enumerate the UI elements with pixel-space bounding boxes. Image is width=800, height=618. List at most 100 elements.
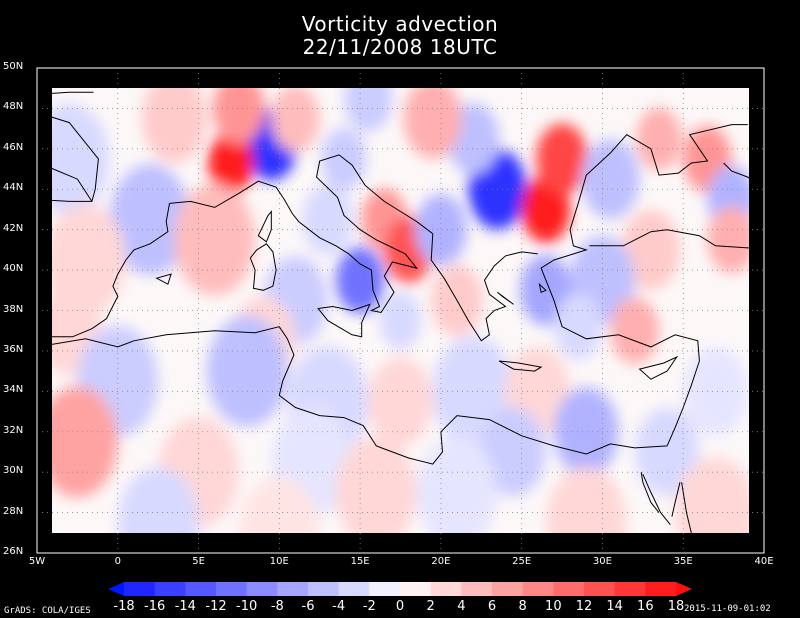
colorbar-tick-label: 6 — [487, 599, 497, 614]
colorbar-tick-label: 0 — [395, 599, 405, 614]
colorbar-tick-label: 18 — [667, 599, 685, 614]
colorbar-swatch — [246, 582, 278, 596]
vorticity-cell — [301, 183, 354, 256]
island-outline — [249, 243, 277, 291]
colorbar-max-arrow — [676, 582, 692, 596]
latitude-tick-label: 38N — [3, 303, 24, 315]
colorbar-swatch — [430, 582, 462, 596]
colorbar-swatch — [369, 582, 401, 596]
colorbar-swatch — [645, 582, 677, 596]
river-line — [642, 473, 671, 526]
vorticity-cell — [481, 407, 546, 497]
vorticity-cell — [403, 88, 462, 159]
vorticity-cell — [553, 293, 603, 361]
island-outline — [638, 355, 679, 380]
colorbar-tick-label: -4 — [332, 599, 346, 614]
colorbar-tick-label: -16 — [144, 599, 166, 614]
latitude-tick-label: 26N — [3, 546, 24, 557]
colorbar-tick-label: -18 — [113, 599, 135, 614]
vorticity-field — [52, 88, 749, 533]
colorbar-tick-label: 2 — [426, 599, 435, 614]
vorticity-cell — [683, 346, 748, 436]
chart-title: Vorticity advection — [301, 12, 499, 36]
colorbar-swatch — [277, 582, 309, 596]
latitude-tick-label: 34N — [3, 384, 24, 396]
longitude-tick-label: 15E — [350, 556, 370, 567]
colorbar-swatch — [308, 582, 340, 596]
latitude-tick-label: 28N — [3, 505, 24, 517]
vorticity-cell — [368, 356, 433, 446]
colorbar-tick-label: -8 — [270, 599, 284, 614]
latitude-tick-label: 48N — [3, 101, 24, 113]
vorticity-cell — [634, 407, 700, 497]
vorticity-cell — [271, 88, 320, 152]
vorticity-cell — [536, 123, 588, 195]
latitude-tick-label: 40N — [3, 263, 24, 275]
colorbar-swatch — [461, 582, 493, 596]
longitude-tick-label: 10E — [269, 556, 289, 567]
island-outline — [498, 360, 543, 372]
colorbar-swatch — [185, 582, 217, 596]
vorticity-cell — [545, 467, 627, 533]
colorbar-swatch — [338, 582, 370, 596]
colorbar-swatch — [522, 582, 554, 596]
vorticity-cell — [416, 436, 498, 533]
vorticity-cell — [142, 88, 207, 163]
island-outline — [538, 282, 547, 293]
longitude-tick-label: 5E — [192, 556, 205, 567]
colorbar — [108, 582, 692, 596]
colorbar-swatch — [400, 582, 432, 596]
gridlines — [37, 68, 764, 553]
colorbar-tick-label: 16 — [637, 599, 654, 614]
longitude-tick-label: 40E — [754, 556, 774, 567]
colorbar-swatch — [216, 582, 248, 596]
river-line — [640, 472, 660, 513]
latitude-tick-label: 50N — [3, 61, 24, 72]
chart-subtitle: 22/11/2008 18UTC — [302, 35, 498, 59]
vorticity-cell — [238, 477, 320, 533]
latitude-tick-label: 30N — [3, 465, 24, 477]
coastline — [52, 91, 94, 94]
latitude-tick-label: 46N — [3, 141, 24, 153]
colorbar-min-arrow — [108, 582, 124, 596]
colorbar-tick-label: -6 — [301, 599, 315, 614]
vorticity-cell — [675, 457, 749, 533]
vorticity-cell — [206, 315, 288, 427]
coastline — [52, 124, 748, 465]
island-outline — [317, 303, 371, 338]
timestamp: 2015-11-09-01:02 — [684, 604, 771, 614]
island-outline — [155, 273, 172, 285]
vorticity-cell — [174, 184, 256, 296]
vorticity-cell — [52, 386, 118, 498]
longitude-tick-label: 35E — [673, 556, 693, 567]
river-line — [671, 482, 681, 517]
colorbar-swatch — [584, 582, 616, 596]
vorticity-cell — [707, 206, 749, 274]
river-line — [681, 482, 692, 533]
latitude-tick-label: 32N — [3, 424, 24, 436]
colorbar-tick-label: -10 — [236, 599, 258, 614]
vorticity-cell — [208, 131, 254, 195]
vorticity-cell — [581, 139, 640, 220]
coastline — [52, 167, 93, 202]
vorticity-cell — [335, 246, 385, 314]
colorbar-tick-label: -14 — [174, 599, 196, 614]
latitude-tick-label: 36N — [3, 343, 24, 355]
longitude-tick-label: 20E — [431, 556, 451, 567]
longitude-tick-label: 30E — [592, 556, 612, 567]
colorbar-tick-label: 10 — [545, 599, 562, 614]
vorticity-cell — [109, 163, 191, 276]
colorbar-swatch — [124, 582, 156, 596]
longitude-tick-label: 25E — [512, 556, 532, 567]
longitude-tick-label: 0 — [114, 556, 121, 567]
colorbar-swatch — [553, 582, 585, 596]
colorbar-tick-label: 8 — [518, 599, 527, 614]
coastlines — [52, 91, 749, 533]
vorticity-cell — [343, 88, 393, 132]
vorticity-cell — [379, 291, 422, 350]
colorbar-tick-label: 14 — [606, 599, 623, 614]
colorbar-tick-label: -2 — [362, 599, 376, 614]
colorbar-tick-label: 12 — [575, 599, 593, 614]
coastline — [723, 162, 749, 179]
